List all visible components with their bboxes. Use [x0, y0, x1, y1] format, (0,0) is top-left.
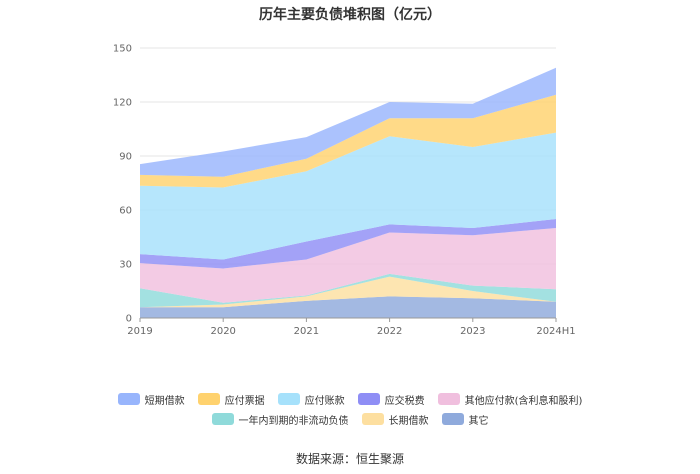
y-tick-label: 30 — [119, 260, 132, 271]
x-tick-label: 2024H1 — [536, 326, 575, 337]
data-source: 数据来源：恒生聚源 — [295, 452, 404, 466]
area-应付票据 — [140, 94, 556, 188]
y-tick-label: 90 — [119, 152, 132, 163]
area-长期借款 — [140, 276, 556, 308]
y-tick-label: 150 — [113, 44, 132, 55]
area-其他应付款(含利息和股利) — [140, 228, 556, 303]
area-一年内到期的非流动负债 — [140, 273, 556, 308]
legend-item[interactable]: 应付票据 — [197, 392, 265, 407]
legend-swatch — [357, 393, 380, 405]
area-短期借款 — [140, 67, 556, 177]
chart-legend: 短期借款 应付票据 应付账款 应交税费 其他应付款(含利息和股利) 一年内到期的非流动负债… — [0, 389, 700, 429]
legend-label: 长期借款 — [388, 415, 429, 427]
legend-label: 一年内到期的非流动负债 — [238, 415, 349, 427]
legend-label: 其他应付款(含利息和股利) — [464, 395, 583, 407]
legend-swatch — [441, 413, 464, 425]
legend-row: 短期借款 应付票据 应付账款 应交税费 其他应付款(含利息和股利) — [0, 389, 700, 409]
legend-row: 一年内到期的非流动负债 长期借款 其它 — [0, 409, 700, 429]
legend-item[interactable]: 应付账款 — [277, 392, 345, 407]
legend-item[interactable]: 其他应付款(含利息和股利) — [437, 392, 583, 407]
legend-item[interactable]: 其它 — [441, 412, 489, 427]
chart-title: 历年主要负债堆积图（亿元） — [259, 7, 441, 23]
legend-item[interactable]: 应交税费 — [357, 392, 425, 407]
legend-swatch — [117, 393, 140, 405]
legend-item[interactable]: 长期借款 — [361, 412, 429, 427]
legend-label: 其它 — [468, 415, 489, 427]
legend-swatch — [277, 393, 300, 405]
x-tick-label: 2023 — [460, 326, 485, 337]
y-tick-label: 120 — [113, 98, 132, 109]
area-应付账款 — [140, 132, 556, 260]
legend-swatch — [437, 393, 460, 405]
legend-label: 应交税费 — [384, 395, 425, 407]
x-tick-label: 2022 — [377, 326, 402, 337]
x-tick-label: 2021 — [294, 326, 319, 337]
legend-item[interactable]: 短期借款 — [117, 392, 185, 407]
y-tick-label: 0 — [126, 314, 132, 325]
legend-label: 短期借款 — [144, 395, 185, 407]
legend-label: 应付账款 — [304, 395, 345, 407]
area-应交税费 — [140, 219, 556, 269]
legend-label: 应付票据 — [224, 395, 265, 407]
legend-item[interactable]: 一年内到期的非流动负债 — [211, 412, 349, 427]
legend-swatch — [361, 413, 384, 425]
area-其它 — [140, 296, 556, 318]
legend-swatch — [211, 413, 234, 425]
x-tick-label: 2019 — [127, 326, 152, 337]
y-tick-label: 60 — [119, 206, 132, 217]
legend-swatch — [197, 393, 220, 405]
x-tick-label: 2020 — [210, 326, 235, 337]
